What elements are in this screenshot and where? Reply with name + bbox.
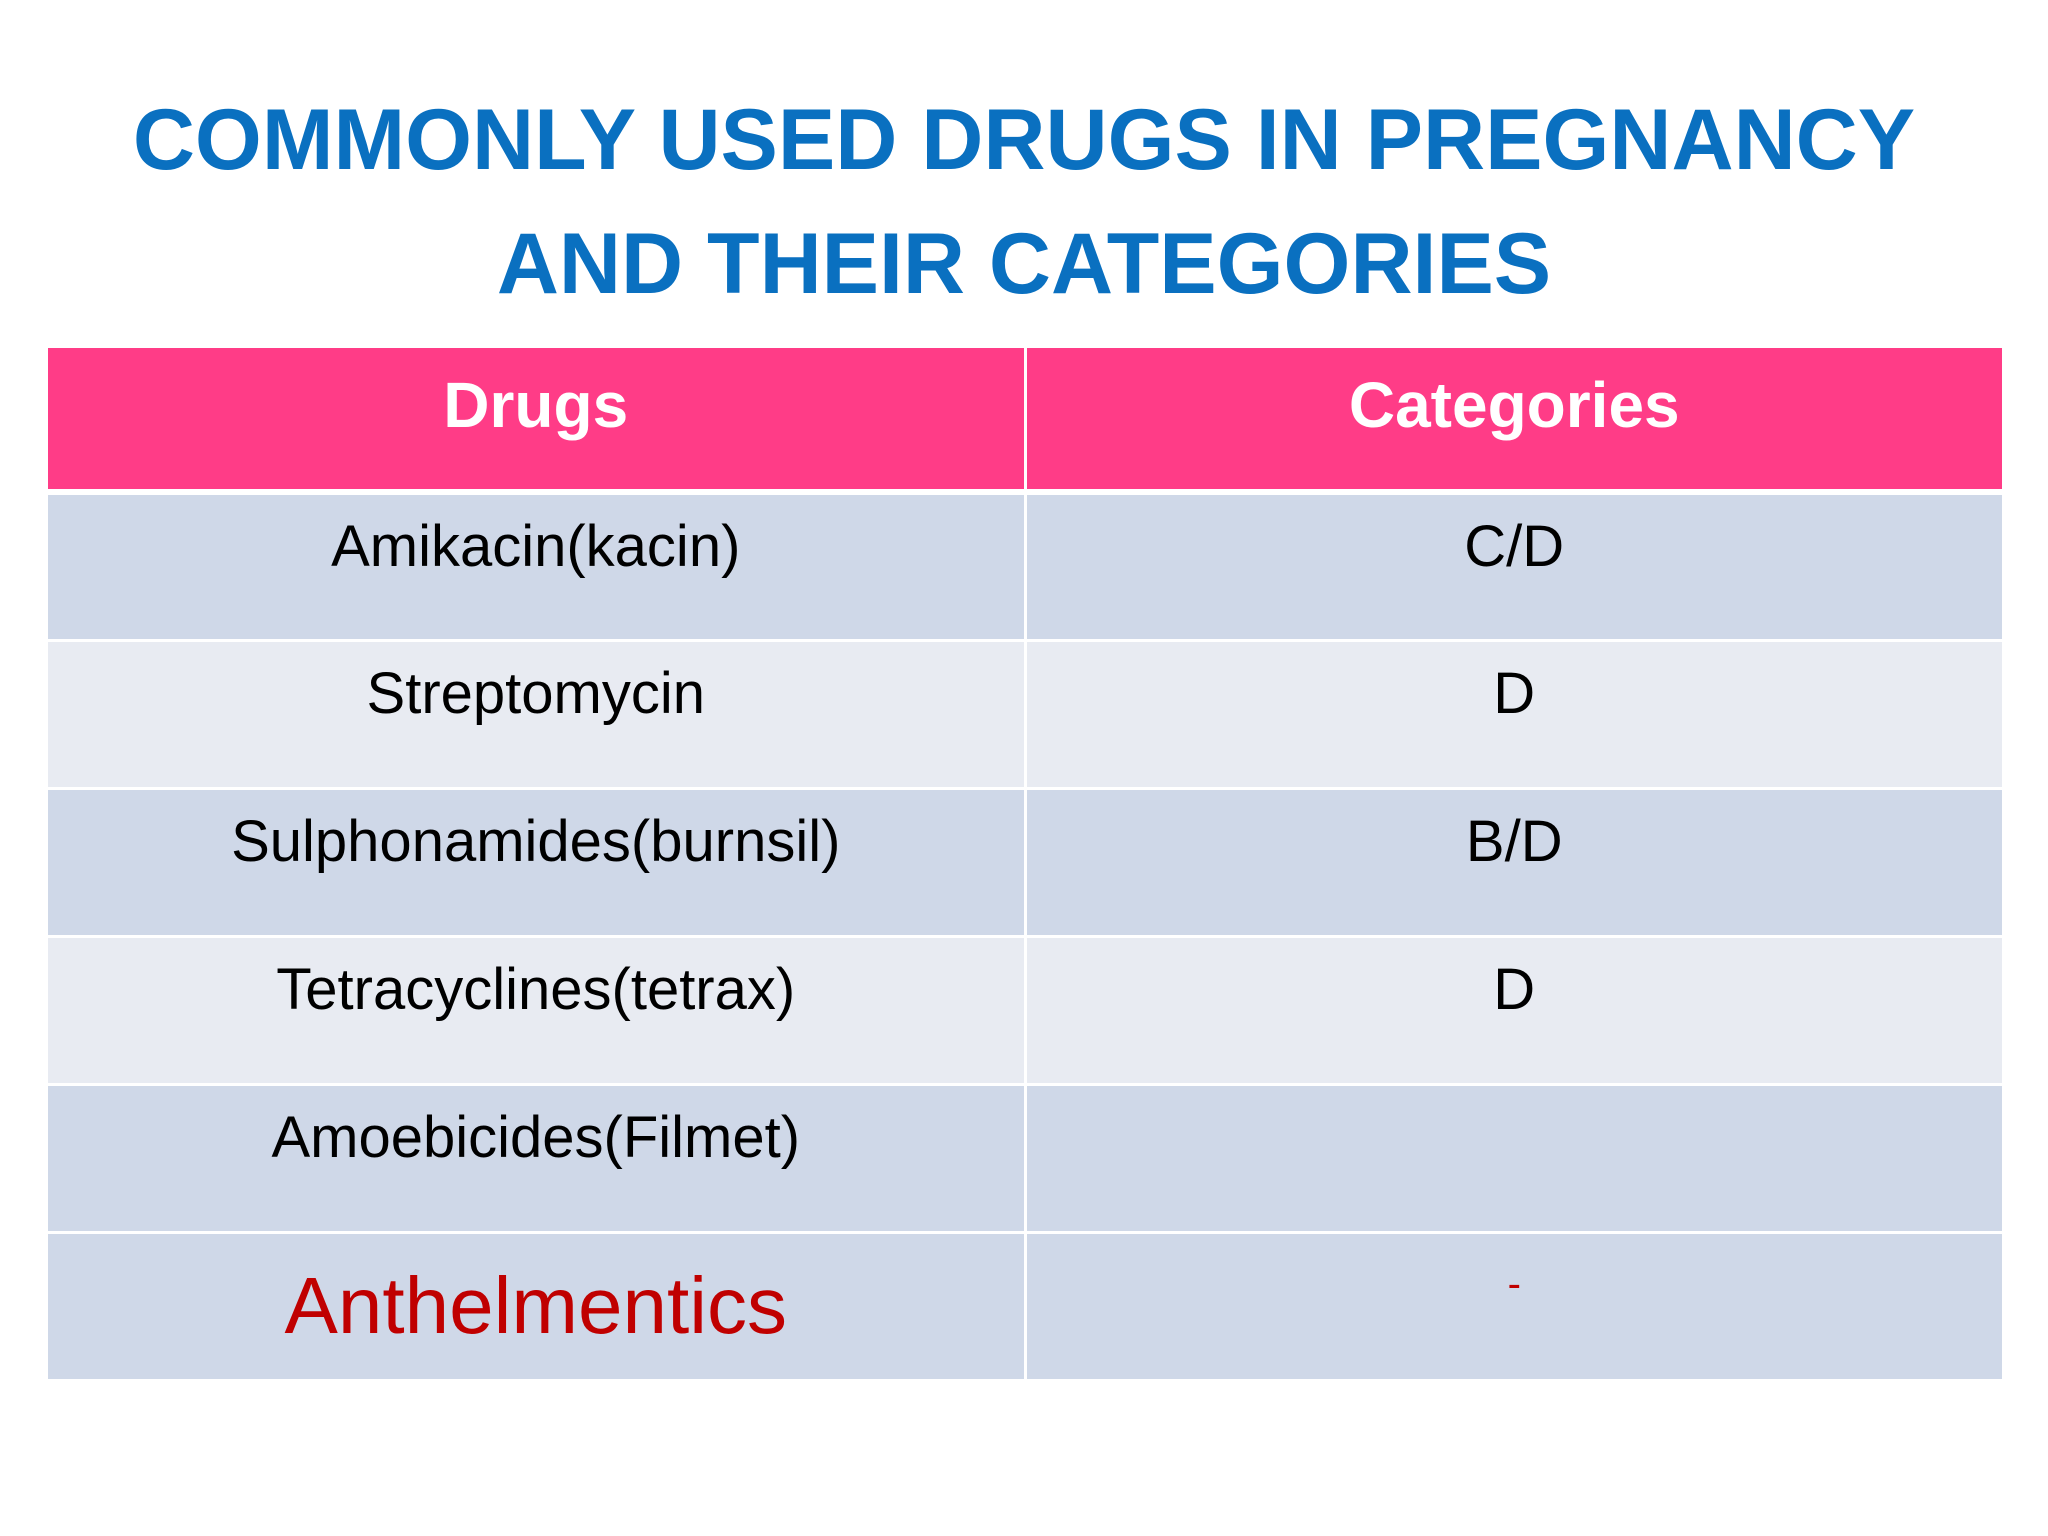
- table-row: Amoebicides(Filmet): [48, 1084, 2002, 1234]
- drug-cell: Tetracyclines(tetrax): [48, 936, 1027, 1086]
- category-cell: B/D: [1025, 788, 2002, 938]
- drug-cell: Streptomycin: [48, 640, 1027, 790]
- table-row: Streptomycin D: [48, 640, 2002, 790]
- drug-cell: Sulphonamides(burnsil): [48, 788, 1027, 938]
- header-categories: Categories: [1025, 348, 2002, 495]
- category-cell: C/D: [1025, 492, 2002, 642]
- table-row: Amikacin(kacin) C/D: [48, 492, 2002, 642]
- header-drugs: Drugs: [48, 348, 1027, 495]
- drug-category-table: Drugs Categories Amikacin(kacin) C/D Str…: [48, 348, 2002, 1382]
- drug-cell: Amoebicides(Filmet): [48, 1084, 1027, 1234]
- category-cell: D: [1025, 936, 2002, 1086]
- slide-title-line-2: AND THEIR CATEGORIES: [496, 216, 1552, 312]
- table-header-row: Drugs Categories: [48, 348, 2002, 495]
- category-cell-highlight: -: [1025, 1232, 2002, 1382]
- drug-cell-highlight: Anthelmentics: [48, 1232, 1027, 1382]
- slide-title-line-1: COMMONLY USED DRUGS IN PREGNANCY: [132, 92, 1916, 188]
- drug-cell: Amikacin(kacin): [48, 492, 1027, 642]
- drug-table: Drugs Categories Amikacin(kacin) C/D Str…: [48, 348, 2002, 1382]
- table-row: Sulphonamides(burnsil) B/D: [48, 788, 2002, 938]
- table-row: Anthelmentics -: [48, 1232, 2002, 1382]
- table-row: Tetracyclines(tetrax) D: [48, 936, 2002, 1086]
- category-cell: D: [1025, 640, 2002, 790]
- slide-title: COMMONLY USED DRUGS IN PREGNANCY AND THE…: [0, 78, 2048, 326]
- category-cell: [1025, 1084, 2002, 1234]
